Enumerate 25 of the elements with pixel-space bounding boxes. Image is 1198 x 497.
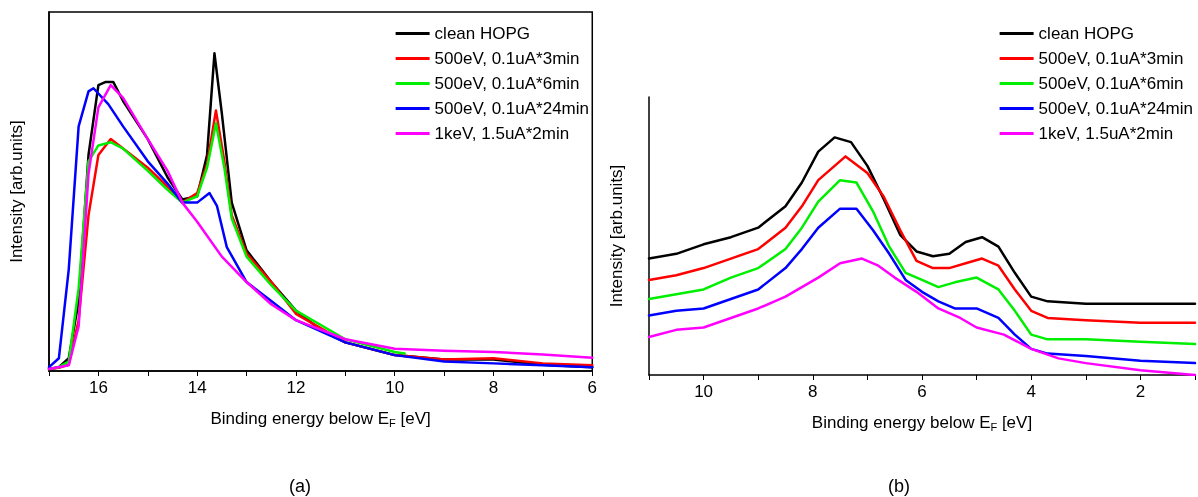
legend-label: 500eV, 0.1uA*6min xyxy=(434,74,580,93)
legend-label: 1keV, 1.5uA*2min xyxy=(434,124,570,143)
legend-label: clean HOPG xyxy=(434,24,531,43)
x-tick-label: 10 xyxy=(694,382,714,401)
text: (b) xyxy=(888,476,910,496)
x-tick-label: 10 xyxy=(385,378,405,397)
y-axis-title: Intensity [arb.units] xyxy=(607,164,626,308)
legend-label: clean HOPG xyxy=(1038,24,1135,43)
legend-label: 1keV, 1.5uA*2min xyxy=(1038,124,1174,143)
x-tick-label: 14 xyxy=(187,378,207,397)
x-tick-label: 8 xyxy=(808,382,818,401)
x-tick-label: 16 xyxy=(88,378,108,397)
legend-label: 500eV, 0.1uA*24min xyxy=(434,99,589,118)
x-tick-label: 6 xyxy=(587,378,598,397)
legend-label: 500eV, 0.1uA*6min xyxy=(1038,74,1184,93)
text: (a) xyxy=(289,476,311,496)
legend-label: 500eV, 0.1uA*3min xyxy=(1038,49,1184,68)
x-tick-label: 12 xyxy=(286,378,306,397)
legend-label: 500eV, 0.1uA*24min xyxy=(1038,99,1193,118)
x-tick-label: 6 xyxy=(917,382,927,401)
y-axis-title: Intensity [arb.units] xyxy=(7,120,26,263)
x-tick-label: 2 xyxy=(1135,382,1146,401)
x-tick-label: 4 xyxy=(1026,382,1036,401)
x-tick-label: 8 xyxy=(488,378,499,397)
legend-label: 500eV, 0.1uA*3min xyxy=(434,49,580,68)
